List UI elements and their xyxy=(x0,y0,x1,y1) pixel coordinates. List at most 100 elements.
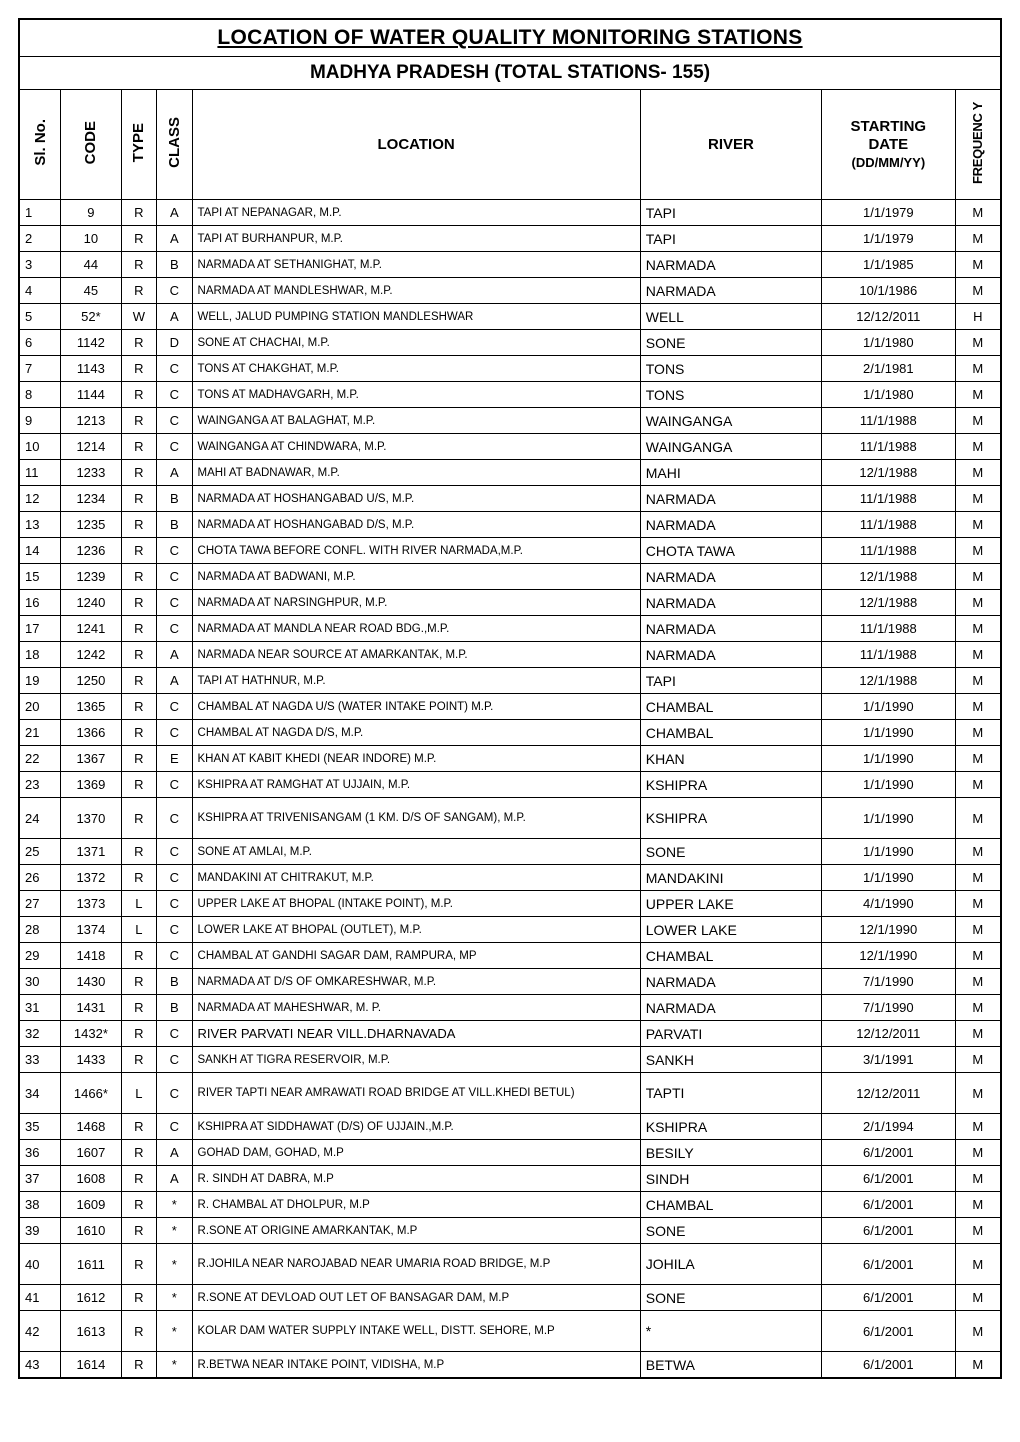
cell-slno: 29 xyxy=(19,943,61,969)
cell-date: 12/1/1988 xyxy=(822,460,955,486)
cell-type: R xyxy=(121,1285,156,1311)
cell-class: C xyxy=(157,865,192,891)
cell-freq: M xyxy=(955,252,1001,278)
table-row: 210RATAPI AT BURHANPUR, M.P.TAPI1/1/1979… xyxy=(19,226,1001,252)
cell-river: BESILY xyxy=(640,1140,821,1166)
cell-class: D xyxy=(157,330,192,356)
cell-location: R. SINDH AT DABRA, M.P xyxy=(192,1166,640,1192)
cell-type: R xyxy=(121,694,156,720)
cell-date: 1/1/1979 xyxy=(822,200,955,226)
cell-type: R xyxy=(121,1244,156,1285)
cell-freq: M xyxy=(955,460,1001,486)
cell-slno: 43 xyxy=(19,1352,61,1379)
cell-river: TONS xyxy=(640,382,821,408)
cell-type: R xyxy=(121,330,156,356)
cell-type: R xyxy=(121,590,156,616)
cell-code: 1250 xyxy=(61,668,121,694)
cell-date: 7/1/1990 xyxy=(822,995,955,1021)
cell-river: CHAMBAL xyxy=(640,694,821,720)
cell-type: R xyxy=(121,839,156,865)
cell-type: R xyxy=(121,969,156,995)
cell-location: NARMADA AT D/S OF OMKARESHWAR, M.P. xyxy=(192,969,640,995)
cell-location: RIVER PARVATI NEAR VILL.DHARNAVADA xyxy=(192,1021,640,1047)
cell-code: 1613 xyxy=(61,1311,121,1352)
cell-freq: M xyxy=(955,839,1001,865)
table-row: 161240RCNARMADA AT NARSINGHPUR, M.P.NARM… xyxy=(19,590,1001,616)
cell-slno: 15 xyxy=(19,564,61,590)
cell-river: WAINGANGA xyxy=(640,434,821,460)
cell-date: 12/1/1990 xyxy=(822,943,955,969)
table-row: 261372RCMANDAKINI AT CHITRAKUT, M.P.MAND… xyxy=(19,865,1001,891)
cell-class: A xyxy=(157,1140,192,1166)
cell-river: MAHI xyxy=(640,460,821,486)
cell-type: R xyxy=(121,1114,156,1140)
cell-code: 1612 xyxy=(61,1285,121,1311)
cell-slno: 32 xyxy=(19,1021,61,1047)
cell-river: NARMADA xyxy=(640,969,821,995)
cell-date: 12/1/1990 xyxy=(822,917,955,943)
cell-code: 1609 xyxy=(61,1192,121,1218)
cell-slno: 3 xyxy=(19,252,61,278)
cell-type: R xyxy=(121,798,156,839)
cell-slno: 25 xyxy=(19,839,61,865)
cell-class: C xyxy=(157,278,192,304)
cell-slno: 40 xyxy=(19,1244,61,1285)
cell-class: C xyxy=(157,1073,192,1114)
cell-location: CHAMBAL AT NAGDA D/S, M.P. xyxy=(192,720,640,746)
cell-class: * xyxy=(157,1285,192,1311)
table-row: 191250RATAPI AT HATHNUR, M.P.TAPI12/1/19… xyxy=(19,668,1001,694)
cell-freq: M xyxy=(955,865,1001,891)
cell-river: WELL xyxy=(640,304,821,330)
cell-river: NARMADA xyxy=(640,616,821,642)
cell-type: R xyxy=(121,460,156,486)
cell-freq: M xyxy=(955,278,1001,304)
cell-slno: 22 xyxy=(19,746,61,772)
cell-class: C xyxy=(157,616,192,642)
cell-date: 1/1/1990 xyxy=(822,720,955,746)
cell-date: 6/1/2001 xyxy=(822,1352,955,1379)
cell-class: A xyxy=(157,304,192,330)
cell-freq: M xyxy=(955,564,1001,590)
cell-location: GOHAD DAM, GOHAD, M.P xyxy=(192,1140,640,1166)
table-row: 181242RANARMADA NEAR SOURCE AT AMARKANTA… xyxy=(19,642,1001,668)
cell-river: NARMADA xyxy=(640,642,821,668)
cell-river: SONE xyxy=(640,330,821,356)
cell-location: KSHIPRA AT SIDDHAWAT (D/S) OF UJJAIN.,M.… xyxy=(192,1114,640,1140)
cell-code: 1367 xyxy=(61,746,121,772)
cell-code: 1235 xyxy=(61,512,121,538)
table-row: 81144RCTONS AT MADHAVGARH, M.P.TONS1/1/1… xyxy=(19,382,1001,408)
cell-location: SONE AT AMLAI, M.P. xyxy=(192,839,640,865)
cell-date: 11/1/1988 xyxy=(822,642,955,668)
cell-freq: M xyxy=(955,720,1001,746)
cell-location: R.SONE AT DEVLOAD OUT LET OF BANSAGAR DA… xyxy=(192,1285,640,1311)
table-row: 91213RCWAINGANGA AT BALAGHAT, M.P.WAINGA… xyxy=(19,408,1001,434)
cell-type: R xyxy=(121,226,156,252)
col-type: TYPE xyxy=(121,90,156,200)
col-river: RIVER xyxy=(640,90,821,200)
cell-slno: 39 xyxy=(19,1218,61,1244)
cell-type: R xyxy=(121,943,156,969)
cell-code: 9 xyxy=(61,200,121,226)
cell-code: 1468 xyxy=(61,1114,121,1140)
cell-location: NARMADA AT SETHANIGHAT, M.P. xyxy=(192,252,640,278)
cell-freq: M xyxy=(955,694,1001,720)
cell-location: MAHI AT BADNAWAR, M.P. xyxy=(192,460,640,486)
cell-freq: M xyxy=(955,1021,1001,1047)
cell-river: TAPI xyxy=(640,668,821,694)
table-row: 151239RCNARMADA AT BADWANI, M.P.NARMADA1… xyxy=(19,564,1001,590)
cell-type: R xyxy=(121,616,156,642)
cell-type: R xyxy=(121,252,156,278)
subtitle-row: MADHYA PRADESH (TOTAL STATIONS- 155) xyxy=(19,57,1001,90)
cell-river: TAPI xyxy=(640,226,821,252)
cell-type: R xyxy=(121,642,156,668)
cell-date: 11/1/1988 xyxy=(822,616,955,642)
table-row: 552*WAWELL, JALUD PUMPING STATION MANDLE… xyxy=(19,304,1001,330)
cell-location: CHAMBAL AT GANDHI SAGAR DAM, RAMPURA, MP xyxy=(192,943,640,969)
cell-freq: M xyxy=(955,772,1001,798)
cell-location: LOWER LAKE AT BHOPAL (OUTLET), M.P. xyxy=(192,917,640,943)
table-row: 211366RCCHAMBAL AT NAGDA D/S, M.P.CHAMBA… xyxy=(19,720,1001,746)
cell-freq: M xyxy=(955,1285,1001,1311)
cell-date: 12/12/2011 xyxy=(822,1021,955,1047)
table-subtitle: MADHYA PRADESH (TOTAL STATIONS- 155) xyxy=(19,57,1001,90)
cell-freq: M xyxy=(955,943,1001,969)
